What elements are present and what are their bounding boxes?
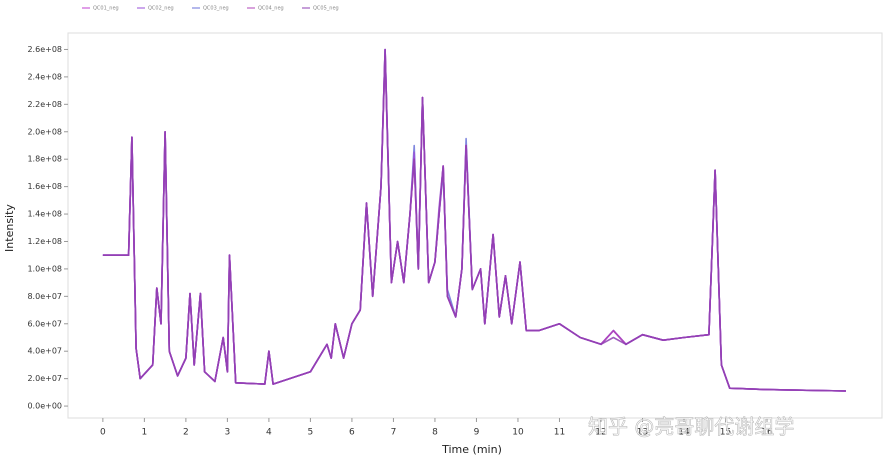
legend-label: QC03_neg: [203, 6, 229, 12]
plot-frame: [67, 32, 883, 419]
x-tick-label: 9: [474, 428, 480, 438]
x-tick-label: 2: [183, 428, 189, 438]
x-axis-label: Time (min): [441, 443, 502, 456]
y-tick-label: 6.0e+07: [27, 319, 62, 328]
y-tick-label: 1.8e+08: [27, 155, 62, 164]
y-tick-label: 4.0e+07: [27, 347, 62, 356]
y-tick-label: 8.0e+07: [27, 292, 62, 301]
legend-label: QC04_neg: [258, 6, 284, 12]
x-tick-label: 14: [678, 428, 690, 438]
x-tick-label: 8: [432, 428, 438, 438]
x-tick-label: 12: [595, 428, 606, 438]
legend-label: QC02_neg: [148, 6, 174, 12]
x-tick-label: 5: [308, 428, 314, 438]
x-tick-label: 15: [720, 428, 731, 438]
y-tick-label: 2.6e+08: [27, 45, 62, 54]
x-tick-label: 0: [100, 428, 106, 438]
series-line: [102, 48, 846, 392]
watermark: 知乎 @亮哥聊代谢组学: [588, 415, 794, 439]
x-tick-label: 16: [761, 428, 773, 438]
x-tick-label: 1: [142, 428, 148, 438]
x-tick-label: 4: [266, 428, 272, 438]
y-tick-label: 2.2e+08: [27, 100, 62, 109]
x-tick-label: 6: [349, 428, 355, 438]
x-tick-label: 7: [391, 428, 397, 438]
y-tick-label: 1.0e+08: [27, 264, 62, 273]
x-tick-label: 13: [637, 428, 648, 438]
legend-label: QC05_neg: [313, 6, 339, 12]
legend-label: QC01_neg: [93, 6, 119, 12]
y-axis-label: Intensity: [3, 204, 16, 252]
x-tick-label: 3: [225, 428, 231, 438]
y-tick-label: 1.6e+08: [27, 182, 62, 191]
y-tick-label: 1.4e+08: [27, 210, 62, 219]
y-tick-label: 2.0e+07: [27, 374, 62, 383]
y-tick-label: 2.4e+08: [27, 72, 62, 81]
y-tick-label: 0.0e+00: [27, 402, 62, 411]
x-tick-label: 10: [512, 428, 524, 438]
y-tick-label: 1.2e+08: [27, 237, 62, 246]
x-tick-label: 11: [554, 428, 565, 438]
y-tick-label: 2.0e+08: [27, 127, 62, 136]
